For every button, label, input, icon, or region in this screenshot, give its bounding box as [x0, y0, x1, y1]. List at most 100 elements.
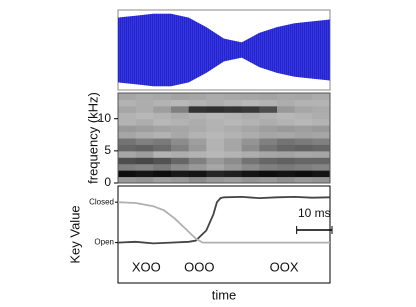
heat-cell — [259, 170, 278, 178]
heat-cell — [171, 125, 190, 133]
heat-cell — [118, 93, 137, 100]
heat-cell — [206, 125, 225, 133]
heat-cell — [312, 157, 331, 165]
heat-cell — [241, 170, 260, 178]
heat-cell — [241, 99, 260, 107]
heat-cell — [259, 150, 278, 158]
heat-cell — [277, 144, 296, 152]
heat-cell — [135, 125, 154, 133]
heat-cell — [135, 105, 154, 113]
heat-cell — [118, 105, 137, 113]
heat-cell — [171, 163, 190, 171]
heat-cell — [224, 150, 243, 158]
heat-cell — [241, 163, 260, 171]
heat-cell — [171, 93, 190, 100]
heat-cell — [118, 144, 137, 152]
heat-cell — [153, 112, 172, 120]
heat-cell — [277, 125, 296, 133]
y-tick-label: 5 — [104, 143, 111, 157]
waveform-oscillation — [118, 13, 330, 87]
heat-cell — [312, 150, 331, 158]
heat-cell — [188, 150, 207, 158]
key-trace — [117, 195, 331, 245]
heat-cell — [188, 163, 207, 171]
heat-cell — [118, 99, 137, 107]
heat-cell — [135, 170, 154, 178]
heat-cell — [171, 138, 190, 145]
heat-cell — [241, 125, 260, 133]
heat-cell — [206, 163, 225, 171]
heat-cell — [188, 176, 207, 184]
heat-cell — [294, 144, 313, 152]
heat-cell — [294, 138, 313, 145]
heat-cell — [206, 157, 225, 165]
y-tick-label: Closed — [89, 197, 114, 206]
heat-cell — [277, 105, 296, 113]
heat-cell — [171, 170, 190, 178]
heat-cell — [312, 170, 331, 178]
heat-cell — [153, 163, 172, 171]
heat-cell — [135, 157, 154, 165]
heat-cell — [135, 138, 154, 145]
panel-frame — [117, 185, 331, 284]
y-axis-label: frequency (kHz) — [85, 92, 100, 184]
heat-cell — [224, 144, 243, 152]
state-label: XOO — [132, 259, 161, 274]
heat-cell — [188, 131, 207, 139]
heat-cell — [294, 131, 313, 139]
heat-cell — [277, 150, 296, 158]
heat-cell — [153, 138, 172, 145]
heat-cell — [118, 163, 137, 171]
heat-cell — [277, 93, 296, 100]
heat-cell — [224, 93, 243, 100]
heat-cell — [171, 176, 190, 184]
heat-cell — [118, 131, 137, 139]
heat-cell — [277, 112, 296, 120]
heat-cell — [312, 131, 331, 139]
heat-cell — [135, 112, 154, 120]
heat-cell — [241, 176, 260, 184]
heat-cell — [294, 118, 313, 126]
heat-cell — [259, 99, 278, 107]
heat-cell — [224, 112, 243, 120]
heat-cell — [294, 150, 313, 158]
heat-cell — [241, 118, 260, 126]
heat-cell — [277, 131, 296, 139]
heat-cell — [224, 131, 243, 139]
heat-cell — [259, 176, 278, 184]
heat-cell — [206, 144, 225, 152]
heat-cell — [294, 170, 313, 178]
heat-cell — [188, 105, 207, 113]
heat-cell — [135, 176, 154, 184]
heat-cell — [241, 144, 260, 152]
heat-cell — [294, 176, 313, 184]
heat-cell — [153, 131, 172, 139]
heat-cell — [135, 99, 154, 107]
heat-cell — [153, 176, 172, 184]
heat-cell — [312, 163, 331, 171]
heat-cell — [277, 138, 296, 145]
heat-cell — [118, 112, 137, 120]
heat-cell — [135, 144, 154, 152]
x-axis-label: time — [212, 287, 237, 302]
heat-cell — [118, 138, 137, 145]
heat-cell — [312, 144, 331, 152]
state-label: OOO — [184, 259, 214, 274]
heat-cell — [241, 112, 260, 120]
heat-cell — [206, 176, 225, 184]
heat-cell — [259, 105, 278, 113]
key-trace — [117, 201, 330, 244]
heat-cell — [294, 112, 313, 120]
heat-cell — [294, 163, 313, 171]
heat-cell — [241, 150, 260, 158]
panel-frame — [117, 92, 331, 184]
heat-cell — [153, 157, 172, 165]
heat-cell — [171, 144, 190, 152]
heat-cell — [153, 99, 172, 107]
heat-cell — [135, 163, 154, 171]
heat-cell — [171, 131, 190, 139]
y-tick-label: 0 — [104, 175, 111, 189]
heat-cell — [206, 112, 225, 120]
heat-cell — [153, 170, 172, 178]
heat-cell — [171, 112, 190, 120]
